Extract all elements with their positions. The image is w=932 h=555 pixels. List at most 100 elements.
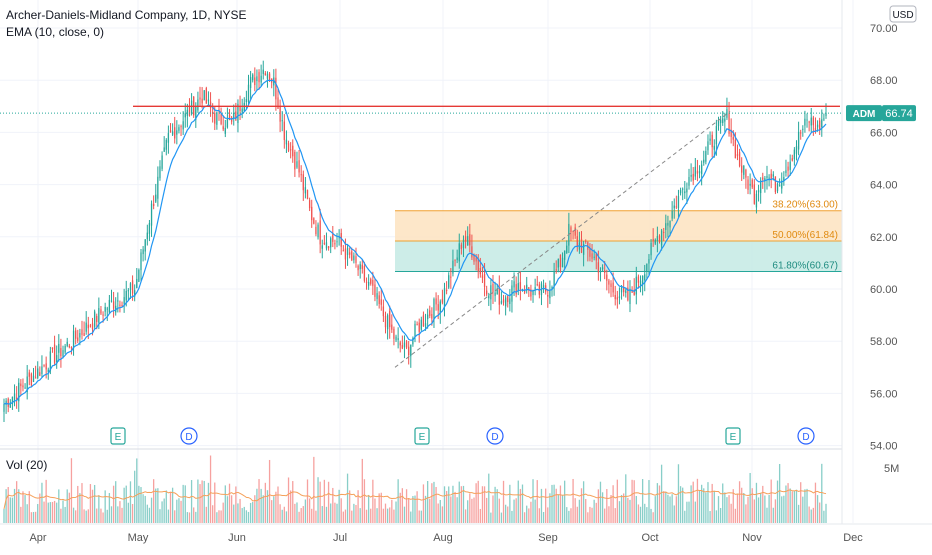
- candle-body: [566, 245, 568, 253]
- price-axis[interactable]: 70.00 68.00 66.00 64.00 62.00 60.00 58.00 56.00…: [870, 23, 898, 453]
- volume-bar: [93, 484, 96, 523]
- candle-body: [66, 341, 68, 347]
- volume-bar: [342, 511, 344, 523]
- volume-bar: [542, 511, 545, 523]
- volume-bar: [426, 481, 429, 523]
- candle-body: [705, 151, 707, 162]
- volume-bar: [549, 493, 551, 523]
- volume-bar: [791, 491, 793, 523]
- candle-body: [418, 322, 420, 332]
- candle-body: [793, 149, 796, 160]
- candle-body: [770, 173, 772, 180]
- candle-body: [384, 316, 387, 328]
- dividend-marker[interactable]: [797, 427, 815, 445]
- last-price-tag[interactable]: ADM 66.74: [846, 105, 916, 122]
- candle-body: [589, 247, 591, 257]
- candle-body: [157, 176, 159, 199]
- candle-body: [724, 118, 726, 122]
- volume-bar: [102, 512, 104, 523]
- candle-body: [816, 124, 819, 128]
- time-axis[interactable]: Apr May Jun Jul Aug Sep Oct Nov Dec: [29, 532, 863, 544]
- volume-bars: [3, 455, 827, 523]
- candle-body: [728, 113, 730, 134]
- candle-body: [72, 330, 75, 349]
- volume-bar: [650, 508, 652, 523]
- volume-bar: [692, 481, 694, 523]
- candle-body: [700, 164, 703, 175]
- volume-bar: [277, 486, 279, 523]
- volume-bar: [629, 499, 631, 523]
- volume-bar: [580, 488, 583, 523]
- volume-bar: [75, 510, 77, 523]
- volume-bar: [289, 490, 292, 523]
- candle-body: [313, 218, 315, 224]
- volume-bar: [37, 504, 39, 523]
- dividend-marker[interactable]: [486, 427, 504, 445]
- fib-label-618: 61.80%(60.67): [772, 261, 838, 272]
- volume-bar: [212, 505, 214, 523]
- candle-body: [783, 177, 785, 181]
- candle-body: [789, 161, 791, 170]
- volume-bar: [353, 503, 355, 523]
- candle-body: [106, 308, 108, 310]
- candle-body: [93, 311, 96, 327]
- candle-body: [382, 306, 385, 317]
- candle-body: [694, 166, 696, 177]
- volume-bar: [690, 485, 692, 523]
- volume-bar: [688, 501, 690, 523]
- candle-body: [576, 236, 578, 247]
- candle-body: [349, 252, 351, 255]
- candle-body: [698, 171, 701, 174]
- currency-box[interactable]: [889, 5, 917, 23]
- earnings-marker[interactable]: [110, 427, 126, 445]
- candle-body: [207, 99, 210, 102]
- candle-body: [492, 283, 494, 293]
- candle-body: [513, 281, 515, 288]
- candle-body: [18, 382, 20, 402]
- candle-body: [523, 290, 526, 293]
- fib-trend-line[interactable]: [394, 111, 731, 368]
- candle-body: [395, 336, 397, 341]
- candle-body: [623, 287, 625, 293]
- volume-bar: [601, 492, 604, 523]
- volume-bar: [7, 487, 9, 523]
- candle-body: [296, 161, 298, 168]
- earnings-marker[interactable]: [725, 427, 741, 445]
- dividend-marker[interactable]: [180, 427, 198, 445]
- candle-body: [201, 98, 203, 104]
- candle-body: [490, 285, 492, 300]
- candle-body: [580, 238, 583, 253]
- candle-body: [308, 200, 311, 209]
- candle-body: [559, 254, 562, 267]
- volume-bar: [374, 498, 376, 523]
- candle-body: [24, 387, 26, 389]
- volume-bar: [606, 489, 608, 523]
- volume-bar: [260, 488, 262, 523]
- volume-bar: [72, 507, 75, 523]
- volume-bar: [471, 498, 473, 523]
- earnings-marker[interactable]: [414, 427, 430, 445]
- volume-bar: [81, 483, 83, 523]
- volume-bar: [660, 464, 663, 523]
- candle-body: [469, 234, 471, 246]
- volume-bar: [488, 473, 490, 523]
- volume-bar: [795, 489, 798, 523]
- volume-label[interactable]: Vol (20): [6, 458, 47, 472]
- volume-bar: [336, 503, 338, 523]
- candle-body: [625, 290, 627, 293]
- candle-body: [351, 251, 353, 261]
- candle-body: [800, 132, 802, 134]
- volume-bar: [585, 499, 587, 523]
- indicator-label[interactable]: EMA (10, close, 0): [6, 25, 104, 39]
- candle-body: [287, 143, 290, 151]
- candle-body: [9, 402, 11, 408]
- volume-bar: [410, 511, 412, 523]
- volume-bar: [825, 503, 827, 523]
- price-tick-label: 62.00: [870, 232, 898, 244]
- candle-body: [785, 170, 787, 174]
- candle-body: [435, 298, 437, 305]
- candle-body: [252, 74, 254, 81]
- volume-bar: [405, 489, 408, 523]
